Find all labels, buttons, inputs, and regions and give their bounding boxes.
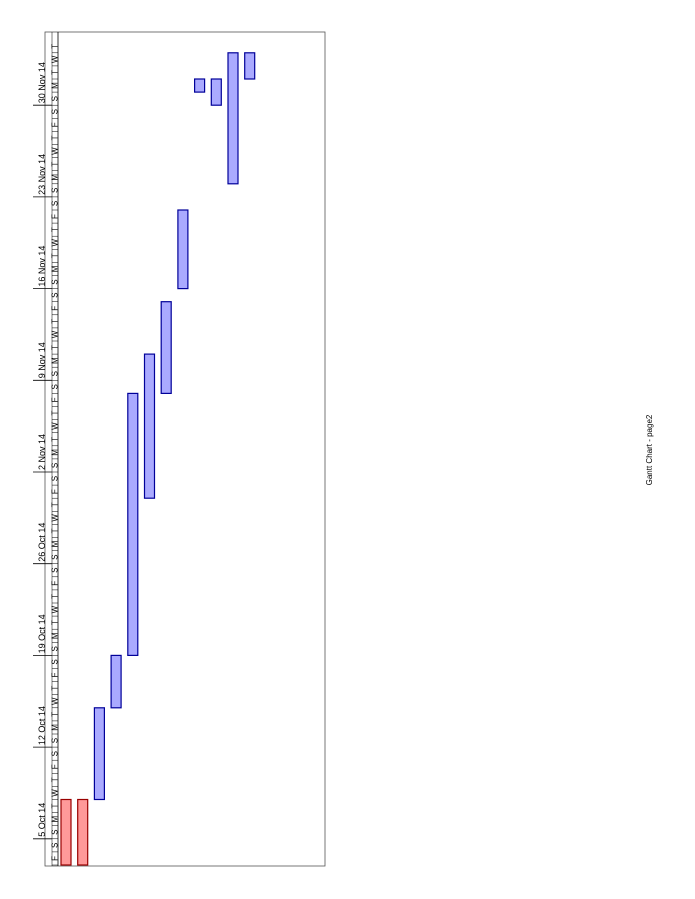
day-letter-label: S <box>51 751 60 756</box>
day-letter-label: M <box>51 174 60 181</box>
task-bar <box>244 52 256 80</box>
day-letter-label: W <box>51 514 60 522</box>
task-bar <box>77 798 89 866</box>
week-label: 26 Oct 14 <box>37 523 47 562</box>
week-label: 16 Nov 14 <box>37 246 47 287</box>
day-letter-label: F <box>51 306 60 311</box>
day-letter-label: F <box>51 581 60 586</box>
chart-frame <box>44 31 326 867</box>
day-letter-label: T <box>51 437 60 442</box>
day-letter-label: F <box>51 397 60 402</box>
day-letter-label: S <box>51 659 60 664</box>
day-letter-label: S <box>51 843 60 848</box>
day-letter-label: M <box>51 265 60 272</box>
day-letter-label: S <box>51 188 60 193</box>
day-letter-label: T <box>51 70 60 75</box>
day-letter-label: T <box>51 686 60 691</box>
task-bar <box>127 392 139 656</box>
task-bar <box>210 78 222 106</box>
day-letter-label: T <box>51 528 60 533</box>
day-letter-label: S <box>51 279 60 284</box>
day-letter-label: F <box>51 122 60 127</box>
task-bar <box>93 707 106 801</box>
day-letter-label: S <box>51 476 60 481</box>
page-footer-label: Gantt Chart - page2 <box>645 414 654 486</box>
task-bar <box>177 209 189 290</box>
day-letter-label: M <box>51 82 60 89</box>
day-letter-label: S <box>51 568 60 573</box>
day-letter-label: M <box>51 357 60 364</box>
task-bar <box>60 798 72 866</box>
day-letter-label: T <box>51 712 60 717</box>
week-label: 9 Nov 14 <box>37 342 47 378</box>
day-letter-label: S <box>51 646 60 651</box>
week-label: 2 Nov 14 <box>37 434 47 470</box>
day-letter-label: S <box>51 109 60 114</box>
day-letter-label: W <box>51 147 60 155</box>
day-letter-label: F <box>51 764 60 769</box>
day-letter-label: T <box>51 803 60 808</box>
day-letter-label: S <box>51 554 60 559</box>
day-letter-label: F <box>51 489 60 494</box>
day-letter-label: W <box>51 789 60 797</box>
day-letter-label: T <box>51 44 60 49</box>
day-letter-label: M <box>51 632 60 639</box>
day-letter-label: T <box>51 345 60 350</box>
day-letter-label: W <box>51 330 60 338</box>
day-letter-label: T <box>51 162 60 167</box>
day-letter-label: T <box>51 594 60 599</box>
day-letter-label: S <box>51 292 60 297</box>
week-label: 23 Nov 14 <box>37 154 47 195</box>
day-letter-label: T <box>51 319 60 324</box>
day-letter-label: M <box>51 449 60 456</box>
day-letter-label: T <box>51 135 60 140</box>
day-letter-label: T <box>51 410 60 415</box>
task-bar <box>227 52 239 185</box>
task-bar <box>194 78 206 93</box>
day-letter-label: S <box>51 96 60 101</box>
week-label: 30 Nov 14 <box>37 62 47 103</box>
task-bar <box>160 301 172 395</box>
day-letter-label: W <box>51 697 60 705</box>
day-letter-label: S <box>51 371 60 376</box>
day-letter-label: T <box>51 502 60 507</box>
timeline-header: F S S M T W T F S S M T W T F S S M T W T F S S M T W T F S S M T W T F S S M T… <box>33 44 60 866</box>
chart-border <box>44 31 326 867</box>
day-letter-label: F <box>51 672 60 677</box>
day-letter-label: S <box>51 738 60 743</box>
day-letter-label: F <box>51 214 60 219</box>
week-label: 19 Oct 14 <box>37 614 47 653</box>
day-letter-label: S <box>51 384 60 389</box>
day-letter-label: W <box>51 239 60 247</box>
day-letter-label: T <box>51 253 60 258</box>
day-letter-label: S <box>51 463 60 468</box>
day-letter-label: S <box>51 201 60 206</box>
task-bar <box>110 654 122 709</box>
day-letter-label: M <box>51 815 60 822</box>
day-letter-label: T <box>51 227 60 232</box>
day-letter-label: T <box>51 777 60 782</box>
week-label: 5 Oct 14 <box>37 803 47 837</box>
day-letter-label: W <box>51 605 60 613</box>
day-letter-label: F <box>51 856 60 861</box>
day-letter-label: W <box>51 55 60 63</box>
task-bars <box>60 52 256 866</box>
day-letter-label: M <box>51 540 60 547</box>
day-letter-label: M <box>51 724 60 731</box>
day-letter-label: W <box>51 422 60 430</box>
week-label: 12 Oct 14 <box>37 706 47 745</box>
day-letter-label: S <box>51 830 60 835</box>
task-bar <box>143 353 156 499</box>
day-letter-label: T <box>51 620 60 625</box>
